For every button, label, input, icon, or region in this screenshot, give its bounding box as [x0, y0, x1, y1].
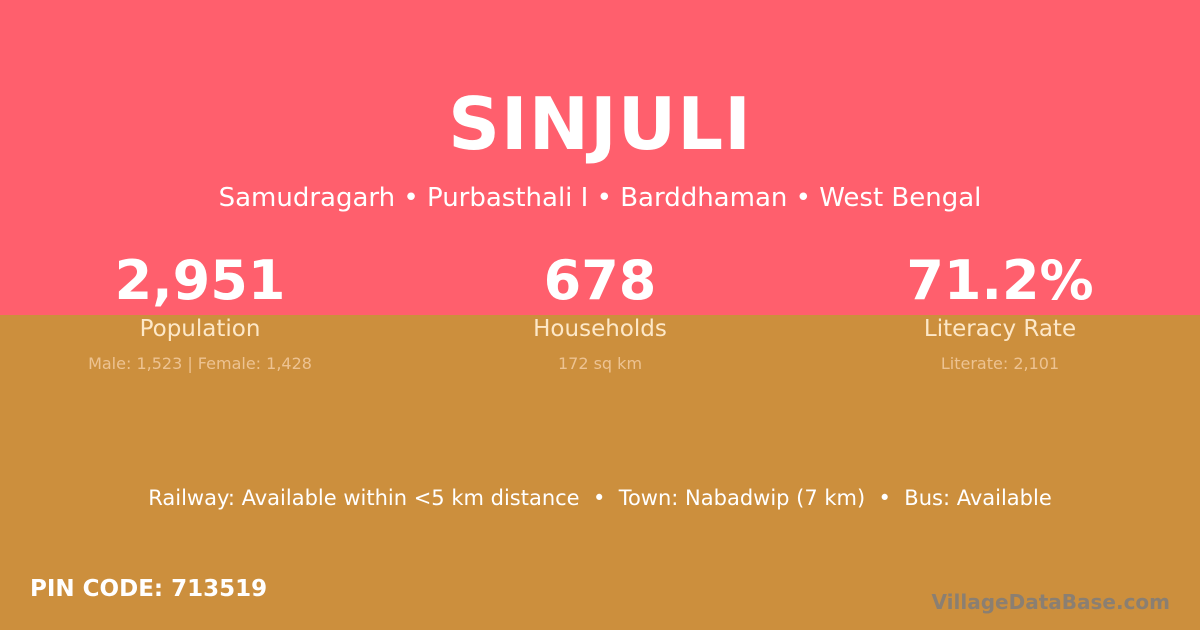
stat-label: Literacy Rate: [923, 316, 1077, 342]
pin-code: PIN CODE: 713519: [30, 576, 268, 602]
brand-watermark: VillageDataBase.com: [931, 590, 1170, 614]
footer-band: [0, 315, 1200, 630]
stat-label: Households: [533, 316, 667, 342]
stat-value: 678: [543, 249, 657, 312]
header-band: [0, 0, 1200, 315]
village-title: SINJULI: [448, 82, 752, 166]
stat-detail: Male: 1,523 | Female: 1,428: [88, 354, 312, 373]
stat-label: Population: [139, 316, 261, 342]
stat-value: 71.2%: [906, 249, 1094, 312]
stat-detail: 172 sq km: [557, 354, 643, 373]
stat-population: 2,951 Population Male: 1,523 | Female: 1…: [0, 249, 400, 374]
stat-literacy: 71.2% Literacy Rate Literate: 2,101: [800, 249, 1200, 374]
connectivity-facts: Railway: Available within <5 km distance…: [148, 486, 1052, 510]
stat-value: 2,951: [114, 249, 286, 312]
location-breadcrumb: Samudragarh • Purbasthali I • Barddhaman…: [218, 183, 982, 213]
stat-households: 678 Households 172 sq km: [400, 249, 800, 374]
stat-detail: Literate: 2,101: [940, 354, 1060, 373]
